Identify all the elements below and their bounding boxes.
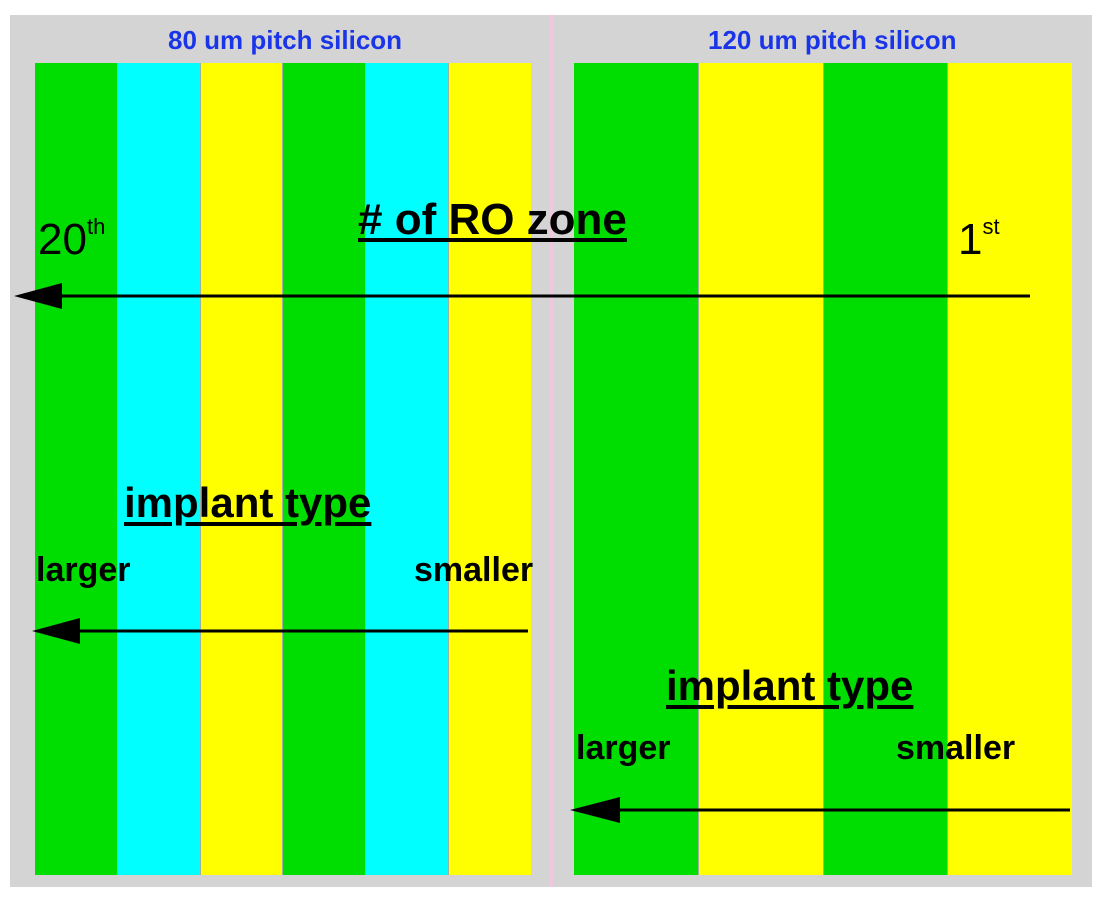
ro-zone-last-number: 20 xyxy=(38,215,87,264)
ro-zone-first-suffix: st xyxy=(982,214,1000,239)
right-stripe-4 xyxy=(947,63,1072,875)
right-stripe-group xyxy=(574,63,1072,875)
ro-zone-first-label: 1st xyxy=(958,215,1000,264)
right-panel-title: 120 um pitch silicon xyxy=(708,25,957,55)
left-stripe-3 xyxy=(199,63,283,875)
right-smaller-label: smaller xyxy=(896,729,1016,767)
left-implant-heading: implant type xyxy=(124,479,372,526)
left-stripe-1 xyxy=(35,63,117,875)
left-panel-title: 80 um pitch silicon xyxy=(168,25,403,55)
left-stripe-2 xyxy=(116,63,200,875)
left-panel-80um: 80 um pitch silicon xyxy=(10,15,550,887)
right-panel-120um: 120 um pitch silicon xyxy=(553,15,1092,887)
left-stripe-4 xyxy=(282,63,366,875)
right-stripe-3 xyxy=(822,63,948,875)
left-stripe-5 xyxy=(365,63,449,875)
left-larger-label: larger xyxy=(36,551,131,589)
left-stripe-6 xyxy=(448,63,531,875)
left-stripe-group xyxy=(35,63,531,875)
panel-divider xyxy=(550,15,553,887)
ro-zone-last-suffix: th xyxy=(86,214,106,239)
ro-zone-heading: # of RO zone xyxy=(358,195,627,244)
left-smaller-label: smaller xyxy=(414,551,534,589)
ro-zone-first-number: 1 xyxy=(958,215,983,264)
right-stripe-1 xyxy=(574,63,698,875)
right-larger-label: larger xyxy=(576,729,671,767)
right-implant-heading: implant type xyxy=(666,662,914,709)
right-stripe-2 xyxy=(697,63,823,875)
ro-zone-last-label: 20th xyxy=(38,215,105,264)
